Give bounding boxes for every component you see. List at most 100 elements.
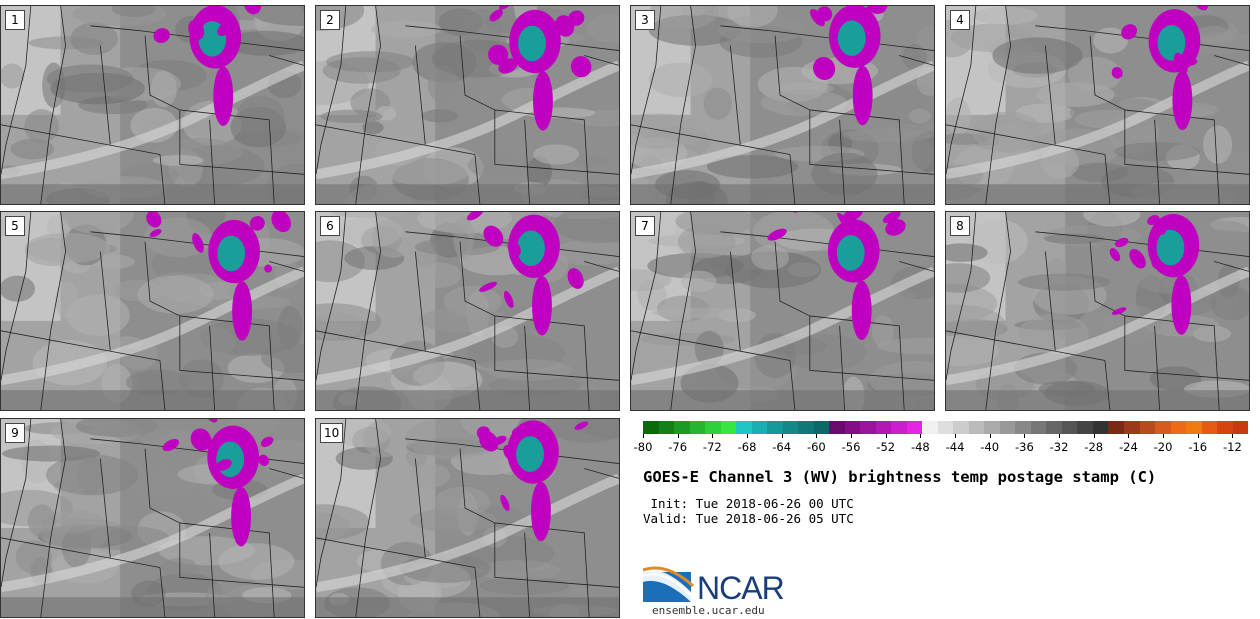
colorbar-segment [1232, 421, 1249, 434]
colorbar-tick-label: -44 [945, 440, 965, 454]
colorbar-segment [953, 421, 969, 434]
map-panel-10: 10 [315, 418, 620, 618]
colorbar-tick-label: -52 [876, 440, 896, 454]
colorbar-labels: -80 -76 -72 -68 -64 -60 -56 -52 -48 -44 -40 -36 -32 -… [633, 440, 1258, 456]
colorbar-tick-label: -68 [737, 440, 757, 454]
colorbar-segment [968, 421, 985, 434]
colorbar-segment [751, 421, 768, 434]
colorbar-segment [736, 421, 752, 434]
figure-title: GOES-E Channel 3 (WV) brightness temp po… [643, 468, 1157, 486]
panel-number: 3 [635, 10, 655, 30]
panel-number: 6 [320, 216, 340, 236]
colorbar-tick-label: -56 [841, 440, 861, 454]
colorbar-tick [781, 434, 783, 438]
colorbar-segment [844, 421, 861, 434]
colorbar-segment [891, 421, 907, 434]
colorbar-tick-label: -80 [633, 440, 653, 454]
colorbar-tick-label: -32 [1049, 440, 1069, 454]
colorbar-segment [643, 421, 659, 434]
colorbar-segment [1077, 421, 1093, 434]
colorbar-tick-label: -24 [1118, 440, 1138, 454]
water-vapor-map [946, 6, 1249, 204]
map-panel-2: 2 [315, 5, 620, 205]
panel-number: 7 [635, 216, 655, 236]
water-vapor-map [946, 212, 1249, 410]
colorbar-segment [1108, 421, 1124, 434]
colorbar-segment [1046, 421, 1062, 434]
colorbar-tick-label: -76 [668, 440, 688, 454]
colorbar-tick-label: -20 [1153, 440, 1173, 454]
colorbar-tick [1197, 434, 1199, 438]
colorbar-segment [906, 421, 923, 434]
colorbar-segment [937, 421, 954, 434]
map-panel-7: 7 [630, 211, 935, 411]
colorbar-segment [1217, 421, 1233, 434]
colorbar-segment [875, 421, 892, 434]
colorbar-tick [989, 434, 991, 438]
colorbar-segment [860, 421, 876, 434]
colorbar-tick [747, 434, 748, 438]
colorbar-segment [829, 421, 845, 434]
colorbar-tick [920, 434, 922, 438]
colorbar-segment [1201, 421, 1218, 434]
map-panel-5: 5 [0, 211, 305, 411]
colorbar-tick-label: -60 [806, 440, 826, 454]
colorbar-tick [1232, 434, 1234, 438]
colorbar-ticks [643, 434, 1248, 439]
colorbar-tick [643, 434, 644, 438]
colorbar-segment [1170, 421, 1187, 434]
panel-number: 4 [950, 10, 970, 30]
panel-number: 2 [320, 10, 340, 30]
colorbar-tick [1059, 434, 1061, 438]
colorbar-segment [720, 421, 737, 434]
colorbar-tick-label: -64 [772, 440, 792, 454]
colorbar-tick [885, 434, 887, 438]
colorbar-segment [1186, 421, 1202, 434]
water-vapor-map [316, 212, 619, 410]
colorbar-segment [999, 421, 1016, 434]
panel-number: 5 [5, 216, 25, 236]
water-vapor-map [1, 212, 304, 410]
colorbar-segment [984, 421, 1000, 434]
colorbar-segment [705, 421, 721, 434]
panel-number: 8 [950, 216, 970, 236]
colorbar-tick-label: -12 [1222, 440, 1242, 454]
colorbar-tick-label: -72 [702, 440, 722, 454]
ncar-logo-icon [643, 566, 695, 602]
colorbar-segment [658, 421, 675, 434]
map-panel-6: 6 [315, 211, 620, 411]
water-vapor-map [316, 6, 619, 204]
colorbar-tick [1163, 434, 1165, 438]
colorbar-segment [1139, 421, 1156, 434]
map-panel-4: 4 [945, 5, 1250, 205]
colorbar-tick-label: -16 [1188, 440, 1208, 454]
colorbar-segment [1155, 421, 1171, 434]
colorbar-segment [922, 421, 938, 434]
colorbar-segment [782, 421, 799, 434]
water-vapor-map [1, 6, 304, 204]
colorbar-tick [1093, 434, 1095, 438]
colorbar-segment [1030, 421, 1047, 434]
colorbar-tick-label: -28 [1084, 440, 1104, 454]
colorbar-segment [689, 421, 706, 434]
water-vapor-map [1, 419, 304, 617]
colorbar-tick [955, 434, 957, 438]
map-panel-3: 3 [630, 5, 935, 205]
colorbar-segment [1092, 421, 1109, 434]
valid-time: Valid: Tue 2018-06-26 05 UTC [643, 511, 854, 526]
colorbar-tick-label: -36 [1014, 440, 1034, 454]
colorbar-tick [1024, 434, 1026, 438]
colorbar [643, 421, 1249, 434]
colorbar-segment [1015, 421, 1031, 434]
colorbar-segment [674, 421, 690, 434]
panel-number: 9 [5, 423, 25, 443]
colorbar-tick [851, 434, 853, 438]
map-panel-8: 8 [945, 211, 1250, 411]
colorbar-segment [798, 421, 814, 434]
panel-number: 10 [320, 423, 344, 443]
logo-text: NCAR [697, 570, 785, 606]
colorbar-tick [677, 434, 679, 438]
colorbar-tick-label: -40 [980, 440, 1000, 454]
colorbar-segment [767, 421, 783, 434]
water-vapor-map [631, 6, 934, 204]
